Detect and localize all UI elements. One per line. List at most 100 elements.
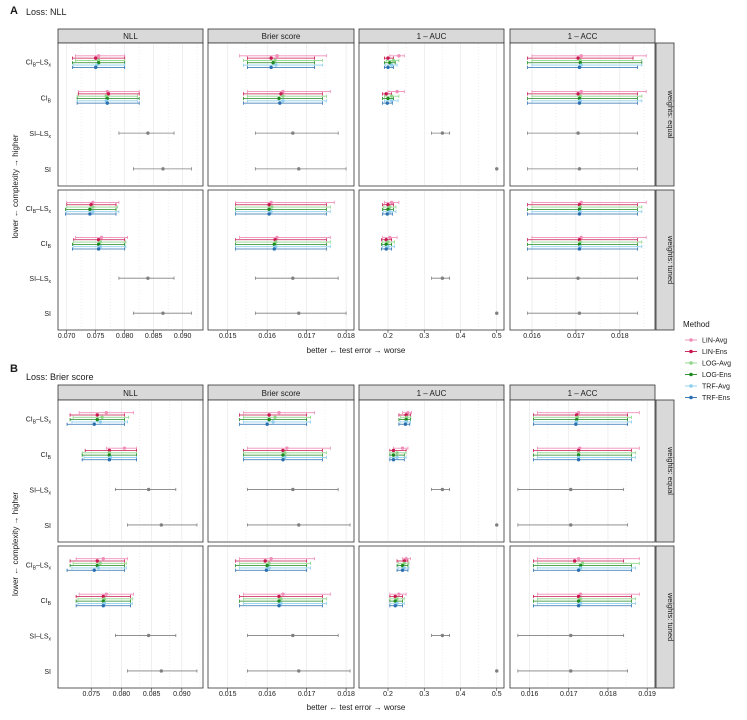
mean-point[interactable]: [569, 487, 573, 492]
mean-point[interactable]: [395, 455, 399, 460]
mean-point[interactable]: [161, 167, 165, 171]
mean-point[interactable]: [395, 451, 399, 455]
mean-point[interactable]: [384, 242, 388, 247]
mean-point[interactable]: [577, 247, 582, 251]
mean-point[interactable]: [388, 209, 392, 214]
mean-point[interactable]: [576, 594, 581, 599]
mean-point[interactable]: [159, 523, 164, 527]
mean-point[interactable]: [101, 556, 106, 561]
mean-point[interactable]: [391, 458, 396, 462]
mean-point[interactable]: [403, 422, 408, 426]
mean-point[interactable]: [267, 561, 271, 566]
mean-point[interactable]: [389, 200, 394, 205]
mean-point[interactable]: [440, 633, 445, 638]
mean-point[interactable]: [265, 422, 269, 426]
mean-point[interactable]: [92, 422, 96, 426]
mean-point[interactable]: [267, 212, 271, 216]
mean-point[interactable]: [277, 96, 281, 101]
mean-point[interactable]: [384, 238, 388, 242]
mean-point[interactable]: [269, 200, 273, 205]
mean-point[interactable]: [98, 561, 102, 566]
mean-point[interactable]: [391, 453, 396, 457]
mean-point[interactable]: [96, 242, 101, 247]
mean-point[interactable]: [285, 446, 289, 450]
mean-point[interactable]: [495, 669, 499, 673]
mean-point[interactable]: [146, 276, 150, 280]
mean-point[interactable]: [279, 601, 283, 606]
mean-point[interactable]: [94, 65, 98, 70]
mean-point[interactable]: [440, 276, 445, 280]
mean-point[interactable]: [297, 669, 301, 673]
mean-point[interactable]: [91, 209, 95, 214]
mean-point[interactable]: [495, 523, 499, 527]
mean-point[interactable]: [267, 413, 271, 417]
mean-point[interactable]: [385, 212, 389, 216]
mean-point[interactable]: [393, 594, 397, 599]
mean-point[interactable]: [265, 563, 269, 568]
mean-point[interactable]: [89, 203, 93, 207]
mean-point[interactable]: [281, 94, 285, 98]
mean-point[interactable]: [159, 669, 164, 673]
mean-point[interactable]: [270, 205, 274, 209]
mean-point[interactable]: [98, 420, 102, 424]
mean-point[interactable]: [291, 276, 295, 280]
mean-point[interactable]: [569, 669, 573, 673]
mean-point[interactable]: [105, 101, 110, 105]
mean-point[interactable]: [386, 96, 390, 101]
mean-point[interactable]: [400, 563, 405, 568]
mean-point[interactable]: [106, 92, 111, 96]
mean-point[interactable]: [569, 633, 573, 638]
mean-point[interactable]: [104, 410, 109, 415]
mean-point[interactable]: [94, 56, 98, 60]
mean-point[interactable]: [96, 238, 101, 242]
mean-point[interactable]: [495, 311, 499, 315]
mean-point[interactable]: [146, 131, 150, 135]
mean-point[interactable]: [577, 167, 582, 171]
mean-point[interactable]: [576, 599, 581, 603]
mean-point[interactable]: [576, 604, 581, 608]
mean-point[interactable]: [161, 311, 165, 315]
mean-point[interactable]: [576, 92, 580, 96]
mean-point[interactable]: [96, 54, 101, 58]
mean-point[interactable]: [388, 205, 392, 209]
mean-point[interactable]: [267, 566, 271, 570]
mean-point[interactable]: [297, 523, 301, 527]
mean-point[interactable]: [273, 58, 277, 63]
mean-point[interactable]: [579, 54, 583, 58]
mean-point[interactable]: [101, 604, 106, 608]
mean-point[interactable]: [277, 410, 281, 415]
mean-point[interactable]: [88, 212, 92, 216]
mean-point[interactable]: [96, 61, 101, 65]
mean-point[interactable]: [92, 568, 96, 572]
mean-point[interactable]: [264, 568, 269, 572]
mean-point[interactable]: [96, 247, 101, 251]
mean-point[interactable]: [263, 559, 267, 563]
mean-point[interactable]: [386, 203, 390, 207]
mean-point[interactable]: [406, 410, 410, 415]
mean-point[interactable]: [281, 592, 285, 596]
mean-point[interactable]: [386, 240, 390, 244]
mean-point[interactable]: [386, 56, 390, 60]
mean-point[interactable]: [104, 592, 109, 596]
mean-point[interactable]: [402, 566, 407, 570]
mean-point[interactable]: [578, 597, 583, 601]
mean-point[interactable]: [495, 167, 499, 171]
mean-point[interactable]: [386, 65, 390, 70]
mean-point[interactable]: [579, 200, 583, 205]
mean-point[interactable]: [281, 99, 285, 103]
mean-point[interactable]: [577, 212, 582, 216]
mean-point[interactable]: [577, 65, 582, 70]
mean-point[interactable]: [578, 566, 583, 570]
mean-point[interactable]: [391, 448, 396, 453]
mean-point[interactable]: [386, 207, 390, 212]
mean-point[interactable]: [569, 523, 573, 527]
mean-point[interactable]: [391, 58, 396, 63]
mean-point[interactable]: [107, 458, 112, 462]
mean-point[interactable]: [574, 422, 578, 426]
mean-point[interactable]: [267, 207, 271, 212]
mean-point[interactable]: [277, 604, 281, 608]
mean-point[interactable]: [578, 601, 583, 606]
mean-point[interactable]: [397, 54, 401, 58]
mean-point[interactable]: [297, 167, 301, 171]
mean-point[interactable]: [576, 410, 581, 415]
